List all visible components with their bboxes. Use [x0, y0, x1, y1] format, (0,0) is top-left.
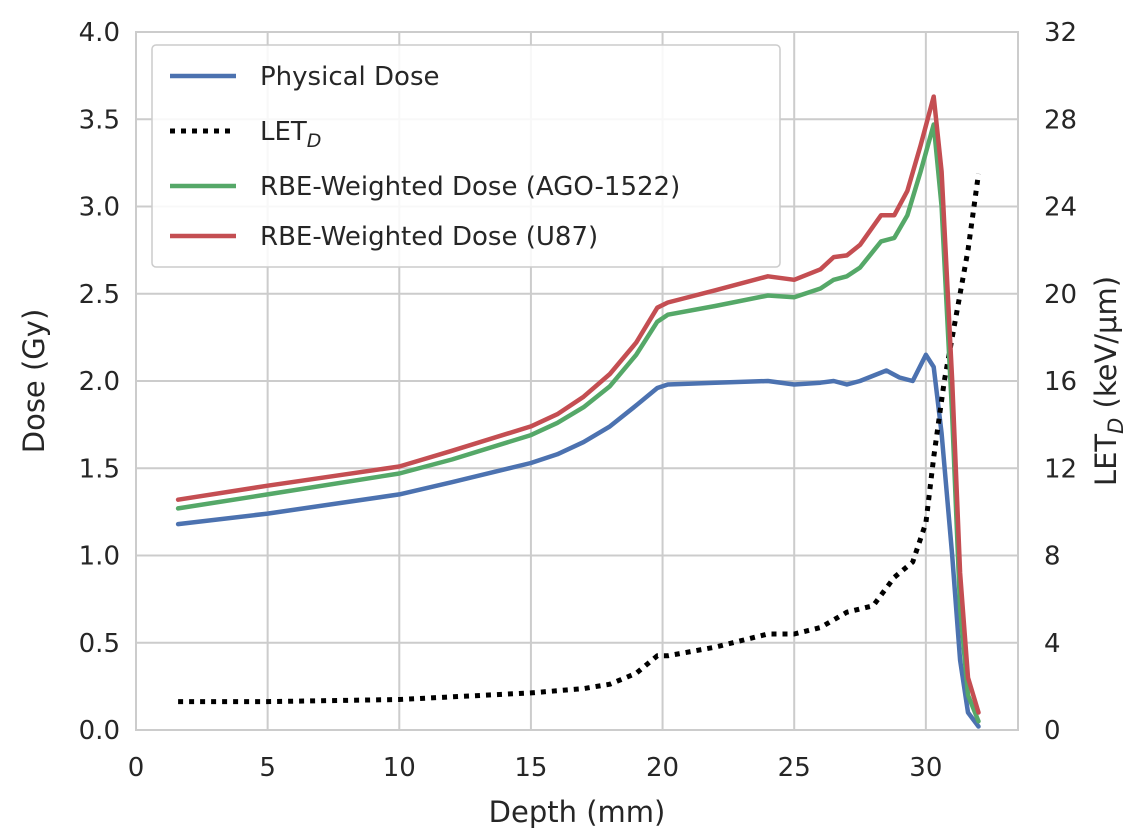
x-tick-label: 0 — [128, 753, 145, 783]
y-tick-label: 4.0 — [79, 18, 120, 48]
y2-tick-label: 16 — [1044, 367, 1077, 397]
y-tick-label: 2.0 — [79, 367, 120, 397]
physical-dose-line — [175, 352, 981, 729]
y-axis-ticks: 0.0 0.5 1.0 1.5 2.0 2.5 3.0 3.5 4.0 — [79, 18, 120, 746]
y2-tick-label: 28 — [1044, 105, 1077, 135]
y2-tick-label: 32 — [1044, 18, 1077, 48]
rbe-ago1522-line — [175, 122, 981, 724]
x-tick-label: 10 — [383, 753, 416, 783]
legend-label-rbe-u87: RBE-Weighted Dose (U87) — [260, 222, 598, 252]
y2-tick-label: 20 — [1044, 280, 1077, 310]
legend-label-let-sub: D — [307, 130, 322, 152]
y-tick-label: 1.0 — [79, 542, 120, 572]
y-tick-label: 3.5 — [79, 105, 120, 135]
legend: Physical Dose LETD RBE-Weighted Dose (AG… — [151, 44, 781, 268]
y-axis-title: Dose (Gy) — [17, 309, 51, 454]
x-axis-title: Depth (mm) — [489, 795, 666, 829]
let-d-line — [178, 173, 981, 705]
rbe-u87-line — [175, 94, 981, 715]
legend-box — [151, 44, 781, 268]
x-tick-label: 20 — [646, 753, 679, 783]
y2-axis-title-main: LET — [1089, 434, 1123, 486]
x-tick-label: 5 — [259, 753, 276, 783]
y2-tick-label: 4 — [1044, 629, 1061, 659]
y2-axis-title-unit: (keV/μm) — [1089, 276, 1123, 418]
y-tick-label: 1.5 — [79, 454, 120, 484]
y-tick-label: 3.0 — [79, 193, 120, 223]
y2-tick-label: 0 — [1044, 716, 1061, 746]
y2-axis-title-sub: D — [1104, 418, 1128, 434]
legend-label-let-main: LET — [260, 117, 307, 147]
y-tick-label: 2.5 — [79, 280, 120, 310]
x-tick-label: 15 — [514, 753, 547, 783]
legend-label-physical-dose: Physical Dose — [260, 62, 440, 92]
legend-label-let-d: LETD — [260, 117, 321, 152]
y2-tick-label: 24 — [1044, 193, 1077, 223]
legend-label-rbe-ago1522: RBE-Weighted Dose (AGO-1522) — [260, 172, 680, 202]
x-axis-ticks: 0 5 10 15 20 25 30 — [128, 753, 943, 783]
y-tick-label: 0.0 — [79, 716, 120, 746]
x-tick-label: 30 — [909, 753, 942, 783]
y2-tick-label: 12 — [1044, 454, 1077, 484]
y2-tick-label: 8 — [1044, 542, 1061, 572]
y-tick-label: 0.5 — [79, 629, 120, 659]
plot-series — [175, 94, 981, 729]
y2-axis-title: LETD (keV/μm) — [1089, 276, 1128, 486]
plot-frame — [135, 31, 1019, 731]
y2-axis-ticks: 0 4 8 12 16 20 24 28 32 — [1044, 18, 1077, 746]
x-tick-label: 25 — [778, 753, 811, 783]
